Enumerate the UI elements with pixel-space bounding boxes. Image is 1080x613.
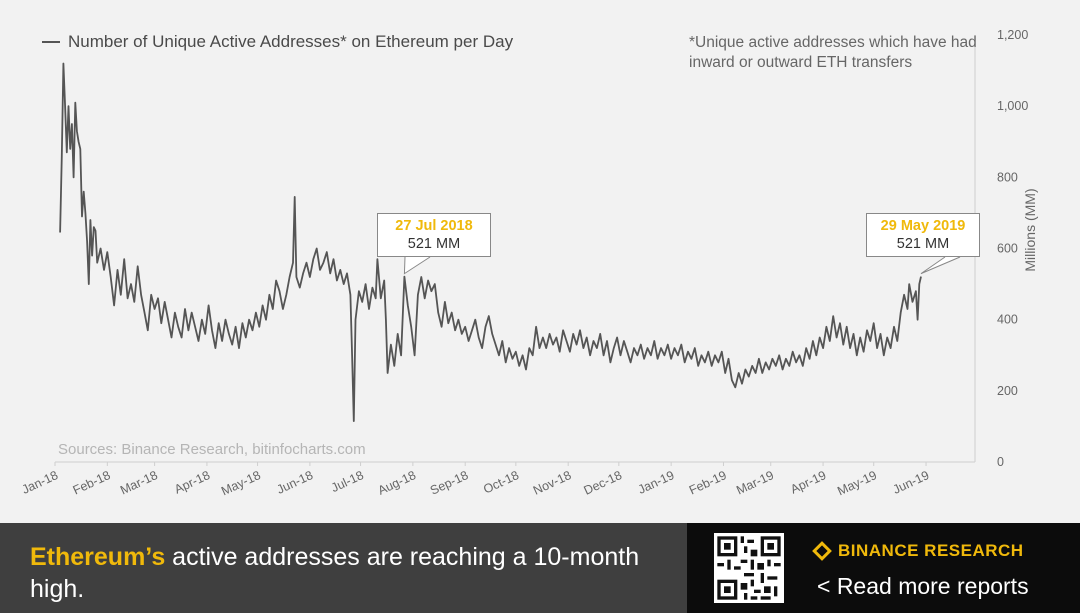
headline: Ethereum’s active addresses are reaching…	[30, 541, 650, 605]
x-tick-label: Feb-19	[687, 468, 729, 497]
x-tick-label: Sep-18	[428, 468, 470, 498]
chart-legend: Number of Unique Active Addresses* on Et…	[42, 32, 513, 52]
legend-label: Number of Unique Active Addresses* on Et…	[68, 32, 514, 51]
y-tick-label: 0	[997, 455, 1004, 469]
x-tick-label: Jun-18	[275, 468, 316, 497]
annotation-value: 521 MM	[896, 236, 950, 252]
x-tick-label: Nov-18	[531, 468, 573, 498]
annotation-pointer	[403, 256, 431, 275]
chart-footnote: *Unique active addresses which have had …	[689, 34, 977, 71]
x-tick-label: May-19	[835, 468, 879, 498]
series-line	[59, 62, 922, 422]
qr-code-icon[interactable]	[714, 533, 784, 603]
chart-area: 0 200 400 600 800 1,000 1,200 Jan-18 Feb-18 Mar-1…	[19, 28, 1038, 499]
x-tick-label: Jan-19	[636, 468, 677, 497]
x-tick-label: Apr-18	[172, 468, 212, 497]
headline-highlight: Ethereum’s	[30, 543, 166, 571]
y-tick-label: 200	[997, 384, 1018, 398]
headline-text: active addresses are reaching a 10-month…	[30, 543, 640, 603]
brand-logo[interactable]: BINANCE RESEARCH	[812, 541, 1024, 561]
annotation-callout-jul-2018: 27 Jul 2018 521 MM	[377, 213, 491, 257]
x-tick-label: Apr-19	[788, 468, 828, 497]
annotation-value: 521 MM	[407, 236, 461, 252]
x-tick-label: Dec-18	[582, 468, 624, 498]
x-tick-label: Jun-19	[891, 468, 932, 497]
binance-diamond-icon	[812, 541, 832, 561]
x-tick-label: Oct-18	[481, 468, 521, 497]
annotation-pointer	[920, 256, 961, 275]
annotation-date: 29 May 2019	[880, 218, 966, 234]
read-more-link[interactable]: < Read more reports	[817, 573, 1029, 599]
x-tick-label: Mar-19	[734, 468, 776, 497]
x-tick-label: Jul-18	[329, 468, 366, 495]
x-tick-label: May-18	[219, 468, 263, 498]
y-tick-label: 800	[997, 170, 1018, 184]
y-tick-label: 600	[997, 242, 1018, 256]
chart-source: Sources: Binance Research, bitinfocharts…	[58, 441, 366, 458]
footer-brand-panel: BINANCE RESEARCH < Read more reports	[687, 523, 1080, 613]
x-tick-label: Jan-18	[20, 468, 61, 497]
x-tick-label: Mar-18	[118, 468, 160, 497]
legend-swatch	[42, 41, 60, 43]
y-tick-label: 400	[997, 313, 1018, 327]
y-axis-label: Millions (MM)	[1022, 188, 1038, 272]
brand-name: BINANCE RESEARCH	[838, 541, 1024, 560]
footer-headline-panel: Ethereum’s active addresses are reaching…	[0, 523, 687, 613]
y-tick-label: 1,000	[997, 99, 1028, 113]
x-tick-label: Aug-18	[376, 468, 418, 498]
y-tick-label: 1,200	[997, 28, 1028, 42]
x-tick-label: Feb-18	[71, 468, 113, 497]
annotation-date: 27 Jul 2018	[395, 218, 473, 234]
annotation-callout-may-2019: 29 May 2019 521 MM	[866, 213, 980, 257]
footer-banner: Ethereum’s active addresses are reaching…	[0, 523, 1080, 613]
